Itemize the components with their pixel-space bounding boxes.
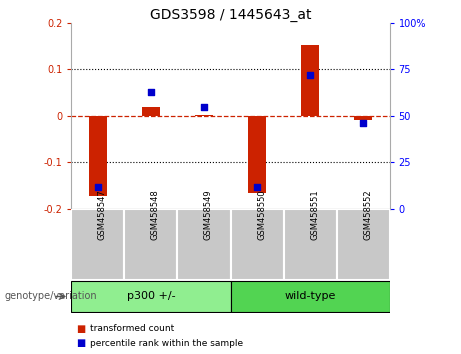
Text: GSM458550: GSM458550	[257, 189, 266, 240]
Bar	[124, 209, 177, 280]
Text: transformed count: transformed count	[90, 324, 174, 333]
Text: GSM458551: GSM458551	[310, 189, 319, 240]
Text: ■: ■	[76, 338, 85, 348]
Point	[306, 72, 313, 78]
Point	[254, 184, 261, 189]
Bar	[230, 209, 284, 280]
Bar	[337, 209, 390, 280]
Bar	[71, 209, 124, 280]
Text: ■: ■	[76, 324, 85, 333]
Bar	[248, 116, 266, 193]
Text: GSM458548: GSM458548	[151, 189, 160, 240]
Point	[148, 89, 155, 95]
Text: GSM458547: GSM458547	[98, 189, 107, 240]
Point	[359, 120, 366, 126]
Text: wild-type: wild-type	[284, 291, 336, 302]
Bar	[142, 107, 160, 116]
Text: p300 +/-: p300 +/-	[127, 291, 175, 302]
Bar	[301, 45, 319, 116]
Point	[94, 184, 101, 189]
Bar	[89, 116, 107, 196]
Point	[200, 104, 207, 109]
Text: GSM458549: GSM458549	[204, 189, 213, 240]
Text: GSM458552: GSM458552	[363, 189, 372, 240]
Bar	[354, 116, 372, 120]
Bar	[177, 209, 230, 280]
Title: GDS3598 / 1445643_at: GDS3598 / 1445643_at	[150, 8, 311, 22]
FancyBboxPatch shape	[230, 281, 390, 312]
FancyBboxPatch shape	[71, 281, 230, 312]
Bar	[195, 115, 213, 116]
Bar	[284, 209, 337, 280]
Text: genotype/variation: genotype/variation	[5, 291, 97, 302]
Text: percentile rank within the sample: percentile rank within the sample	[90, 339, 243, 348]
